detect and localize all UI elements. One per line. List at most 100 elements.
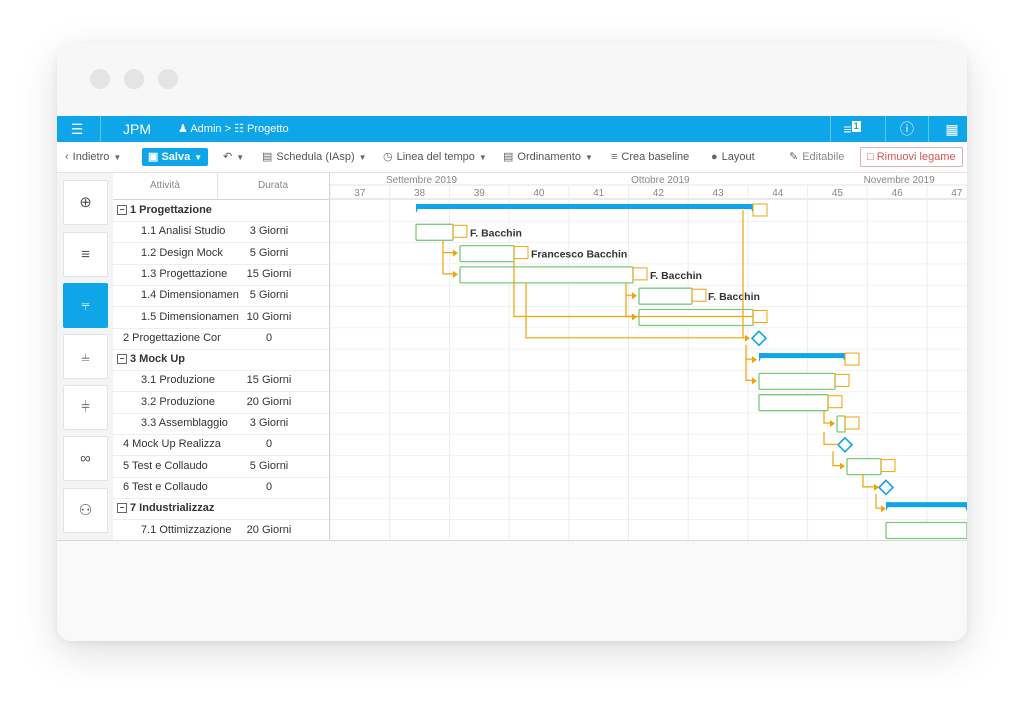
task-name[interactable]: 3.2 Produzione [117,392,239,413]
gantt-outdent-nav-button[interactable]: ⫩ [63,385,108,430]
milestone-diamond[interactable] [836,436,854,453]
task-duration[interactable]: 5 Giorni [249,459,289,472]
task-row[interactable]: 1.2 Design Mock 5 Giorni [113,243,329,265]
task-row[interactable]: 1.1 Analisi Studio 3 Giorni [113,221,329,244]
task-duration[interactable]: 0 [265,438,273,451]
milestone-diamond[interactable] [750,330,768,347]
task-name[interactable]: −7 Industrializzazione [117,498,215,519]
task-bar[interactable] [459,244,515,263]
dependency-link[interactable] [625,295,632,318]
task-bar[interactable] [758,394,829,412]
column-header-activity[interactable]: Attività [113,173,218,199]
summary-bar[interactable] [886,502,967,508]
hamburger-menu-icon[interactable]: ☰ [70,121,84,137]
task-name[interactable]: −1 Progettazione [117,200,215,221]
collapse-toggle-icon[interactable]: − [117,205,127,216]
help-icon[interactable]: ⓘ [900,121,914,137]
back-button[interactable]: ‹ Indietro ▼ [65,148,121,166]
task-duration[interactable]: 5 Giorni [249,289,289,302]
summary-bar[interactable] [759,353,845,359]
task-duration[interactable]: 15 Giorni [246,267,292,280]
task-duration[interactable]: 0 [265,331,273,344]
gantt-chart[interactable]: 37 38 39 40 41 42 43 44 45 46 47 Settembre 2019 Otto… [330,173,967,540]
task-bar[interactable] [885,521,967,540]
undo-button[interactable]: ↶ ▼ [223,148,244,166]
task-name[interactable]: 4 Mock Up Realizzato [117,434,221,455]
task-row[interactable]: −3 Mock Up [113,349,329,372]
task-duration[interactable]: 10 Giorni [246,310,292,323]
task-name[interactable]: 1.2 Design Mock [117,243,239,264]
window-dot-close[interactable] [90,69,110,89]
task-row[interactable]: 3.1 Produzione 15 Giorni [113,370,329,393]
globe-nav-button[interactable]: ⊕ [63,180,108,225]
task-name[interactable]: 2 Progettazione Completata [117,328,221,349]
apps-grid-icon[interactable]: ▦ [945,121,959,137]
task-bar[interactable] [836,415,846,433]
dependency-link[interactable] [513,261,753,318]
task-bar[interactable] [846,457,882,476]
task-name[interactable]: −3 Mock Up [117,349,215,370]
link-nav-button[interactable]: ∞ [63,436,108,481]
task-row[interactable]: 3.2 Produzione 20 Giorni [113,392,329,414]
task-name[interactable]: 3.1 Produzione [117,370,239,391]
create-baseline-button[interactable]: ≡ Crea baseline [611,148,689,166]
users-nav-button[interactable]: ⚇ [63,488,108,533]
task-duration[interactable]: 0 [265,480,273,493]
remove-link-button[interactable]: □ Rimuovi legame [860,147,963,167]
editable-toggle[interactable]: ✎ Editabile [789,148,844,166]
task-row[interactable]: 4 Mock Up Realizzato 0 [113,434,329,457]
task-duration[interactable]: 15 Giorni [246,374,292,387]
save-button[interactable]: ▣ Salva ▼ [142,148,209,166]
task-duration[interactable]: 20 Giorni [246,395,292,408]
dependency-link[interactable] [823,410,830,424]
task-bar[interactable] [459,266,634,284]
window-dot-minimize[interactable] [124,69,144,89]
task-name[interactable]: 7.1 Ottimizzazione [117,520,239,541]
task-row[interactable]: 1.4 Dimensionamento 5 Giorni [113,285,329,308]
dependency-link[interactable] [525,282,745,339]
schedule-button[interactable]: ▤ Schedula (IAsp) ▼ [262,148,367,166]
breadcrumb-project[interactable]: Progetto [247,123,289,135]
task-bar[interactable] [638,287,693,305]
dependency-link[interactable] [745,359,752,381]
task-name[interactable]: 1.1 Analisi Studio [117,221,239,242]
task-row[interactable]: 6 Test e Collaudo 0 [113,477,329,499]
timeline-button[interactable]: ◷ Linea del tempo ▼ [383,148,487,166]
task-row[interactable]: 1.3 Progettazione 15 Giorni [113,264,329,286]
ordering-button[interactable]: ▤ Ordinamento ▼ [503,148,593,166]
task-name[interactable]: 1.4 Dimensionamento [117,285,239,306]
collapse-toggle-icon[interactable]: − [117,503,127,514]
dependency-link[interactable] [862,474,879,488]
notifications-icon[interactable]: ≡ 1 [843,121,861,137]
task-name[interactable]: 1.5 Dimensionamento [117,307,239,328]
milestone-diamond[interactable] [877,479,895,496]
summary-bar[interactable] [416,204,753,209]
layout-button[interactable]: ● Layout [711,148,755,166]
task-row[interactable]: −1 Progettazione [113,200,329,222]
dependency-link[interactable] [442,252,453,275]
gantt-nav-button[interactable]: ⫧ [63,283,108,328]
collapse-toggle-icon[interactable]: − [117,354,127,365]
task-name[interactable]: 3.3 Assemblaggio [117,413,239,434]
task-row[interactable]: 2 Progettazione Completata 0 [113,328,329,350]
task-name[interactable]: 5 Test e Collaudo [117,456,221,477]
task-bar[interactable] [758,372,836,391]
task-row[interactable]: 5 Test e Collaudo 5 Giorni [113,456,329,478]
task-row[interactable]: 1.5 Dimensionamento 10 Giorni [113,307,329,329]
window-dot-maximize[interactable] [158,69,178,89]
task-duration[interactable]: 3 Giorni [249,417,289,429]
task-row[interactable]: 3.3 Assemblaggio 3 Giorni [113,413,329,435]
task-name[interactable]: 1.3 Progettazione [117,264,239,285]
task-bar[interactable] [638,308,754,327]
task-duration[interactable]: 5 Giorni [249,246,289,259]
task-row[interactable]: −7 Industrializzazione [113,498,329,521]
dependency-link[interactable] [832,451,840,467]
dependency-link[interactable] [745,344,752,360]
list-edit-nav-button[interactable]: ≡ [63,232,108,277]
column-header-duration[interactable]: Durata [257,180,288,191]
gantt-indent-nav-button[interactable]: ⫨ [63,334,108,379]
task-bar[interactable] [415,223,454,241]
dependency-link[interactable] [875,493,881,509]
breadcrumb-user[interactable]: Admin [190,123,222,135]
task-name[interactable]: 6 Test e Collaudo [117,477,221,498]
